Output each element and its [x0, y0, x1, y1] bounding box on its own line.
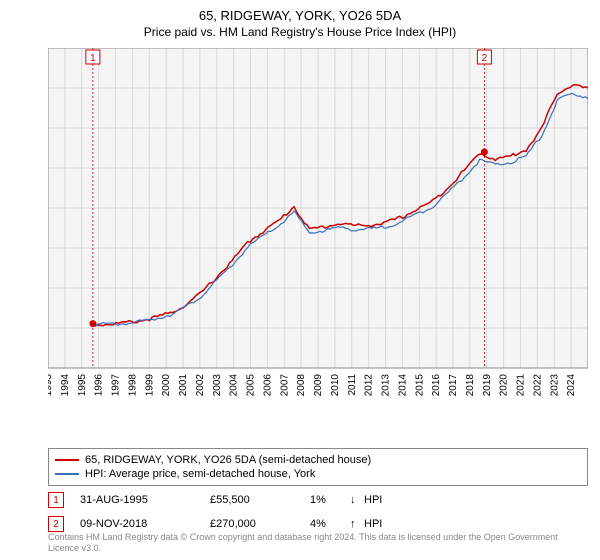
arrow-up-icon: ↑: [350, 518, 364, 530]
svg-text:1997: 1997: [111, 374, 122, 397]
svg-text:1: 1: [90, 53, 96, 64]
datapoint-marker: 2: [48, 516, 64, 532]
legend-item: HPI: Average price, semi-detached house,…: [55, 467, 581, 481]
svg-text:2023: 2023: [549, 374, 560, 397]
legend-swatch: [55, 459, 79, 461]
footer-attribution: Contains HM Land Registry data © Crown c…: [48, 532, 588, 554]
datapoint-pct: 1%: [310, 494, 350, 506]
datapoint-date: 31-AUG-1995: [80, 494, 210, 506]
chart-title: 65, RIDGEWAY, YORK, YO26 5DA: [0, 0, 600, 23]
datapoint-date: 09-NOV-2018: [80, 518, 210, 530]
datapoint-marker: 1: [48, 492, 64, 508]
svg-text:2024: 2024: [566, 374, 577, 397]
svg-text:2003: 2003: [212, 374, 223, 397]
svg-text:2022: 2022: [532, 374, 543, 397]
svg-text:2017: 2017: [448, 374, 459, 397]
datapoint-hpi-label: HPI: [364, 518, 382, 530]
datapoint-hpi-label: HPI: [364, 494, 382, 506]
svg-text:2004: 2004: [229, 374, 240, 397]
datapoint-price: £55,500: [210, 494, 310, 506]
svg-text:1999: 1999: [144, 374, 155, 397]
legend: 65, RIDGEWAY, YORK, YO26 5DA (semi-detac…: [48, 448, 588, 486]
svg-text:1998: 1998: [127, 374, 138, 397]
chart-subtitle: Price paid vs. HM Land Registry's House …: [0, 23, 600, 39]
datapoint-table: 1 31-AUG-1995 £55,500 1% ↓ HPI 2 09-NOV-…: [48, 488, 588, 536]
svg-text:2014: 2014: [397, 374, 408, 397]
svg-text:2009: 2009: [313, 374, 324, 397]
svg-text:2019: 2019: [482, 374, 493, 397]
svg-text:2008: 2008: [296, 374, 307, 397]
datapoint-row: 1 31-AUG-1995 £55,500 1% ↓ HPI: [48, 488, 588, 512]
svg-text:2011: 2011: [347, 374, 358, 396]
legend-label: 65, RIDGEWAY, YORK, YO26 5DA (semi-detac…: [85, 454, 371, 466]
svg-text:2015: 2015: [414, 374, 425, 397]
svg-text:2000: 2000: [161, 374, 172, 397]
svg-text:1994: 1994: [60, 374, 71, 397]
svg-text:2010: 2010: [330, 374, 341, 397]
svg-text:2012: 2012: [364, 374, 375, 397]
svg-text:2002: 2002: [195, 374, 206, 397]
svg-text:2021: 2021: [516, 374, 527, 397]
datapoint-price: £270,000: [210, 518, 310, 530]
arrow-down-icon: ↓: [350, 494, 364, 506]
svg-text:2016: 2016: [431, 374, 442, 397]
legend-item: 65, RIDGEWAY, YORK, YO26 5DA (semi-detac…: [55, 453, 581, 467]
svg-text:2013: 2013: [381, 374, 392, 397]
svg-text:2: 2: [482, 53, 488, 64]
svg-text:1995: 1995: [77, 374, 88, 397]
svg-text:1996: 1996: [94, 374, 105, 397]
legend-swatch: [55, 473, 79, 475]
legend-label: HPI: Average price, semi-detached house,…: [85, 468, 315, 480]
svg-text:2007: 2007: [279, 374, 290, 397]
svg-text:2020: 2020: [499, 374, 510, 397]
svg-text:2005: 2005: [246, 374, 257, 397]
svg-text:1993: 1993: [48, 374, 54, 397]
chart-svg: £0£50K£100K£150K£200K£250K£300K£350K£400…: [48, 48, 588, 398]
svg-text:2018: 2018: [465, 374, 476, 397]
svg-text:2006: 2006: [262, 374, 273, 397]
datapoint-pct: 4%: [310, 518, 350, 530]
chart: £0£50K£100K£150K£200K£250K£300K£350K£400…: [48, 48, 588, 398]
svg-text:2001: 2001: [178, 374, 189, 397]
